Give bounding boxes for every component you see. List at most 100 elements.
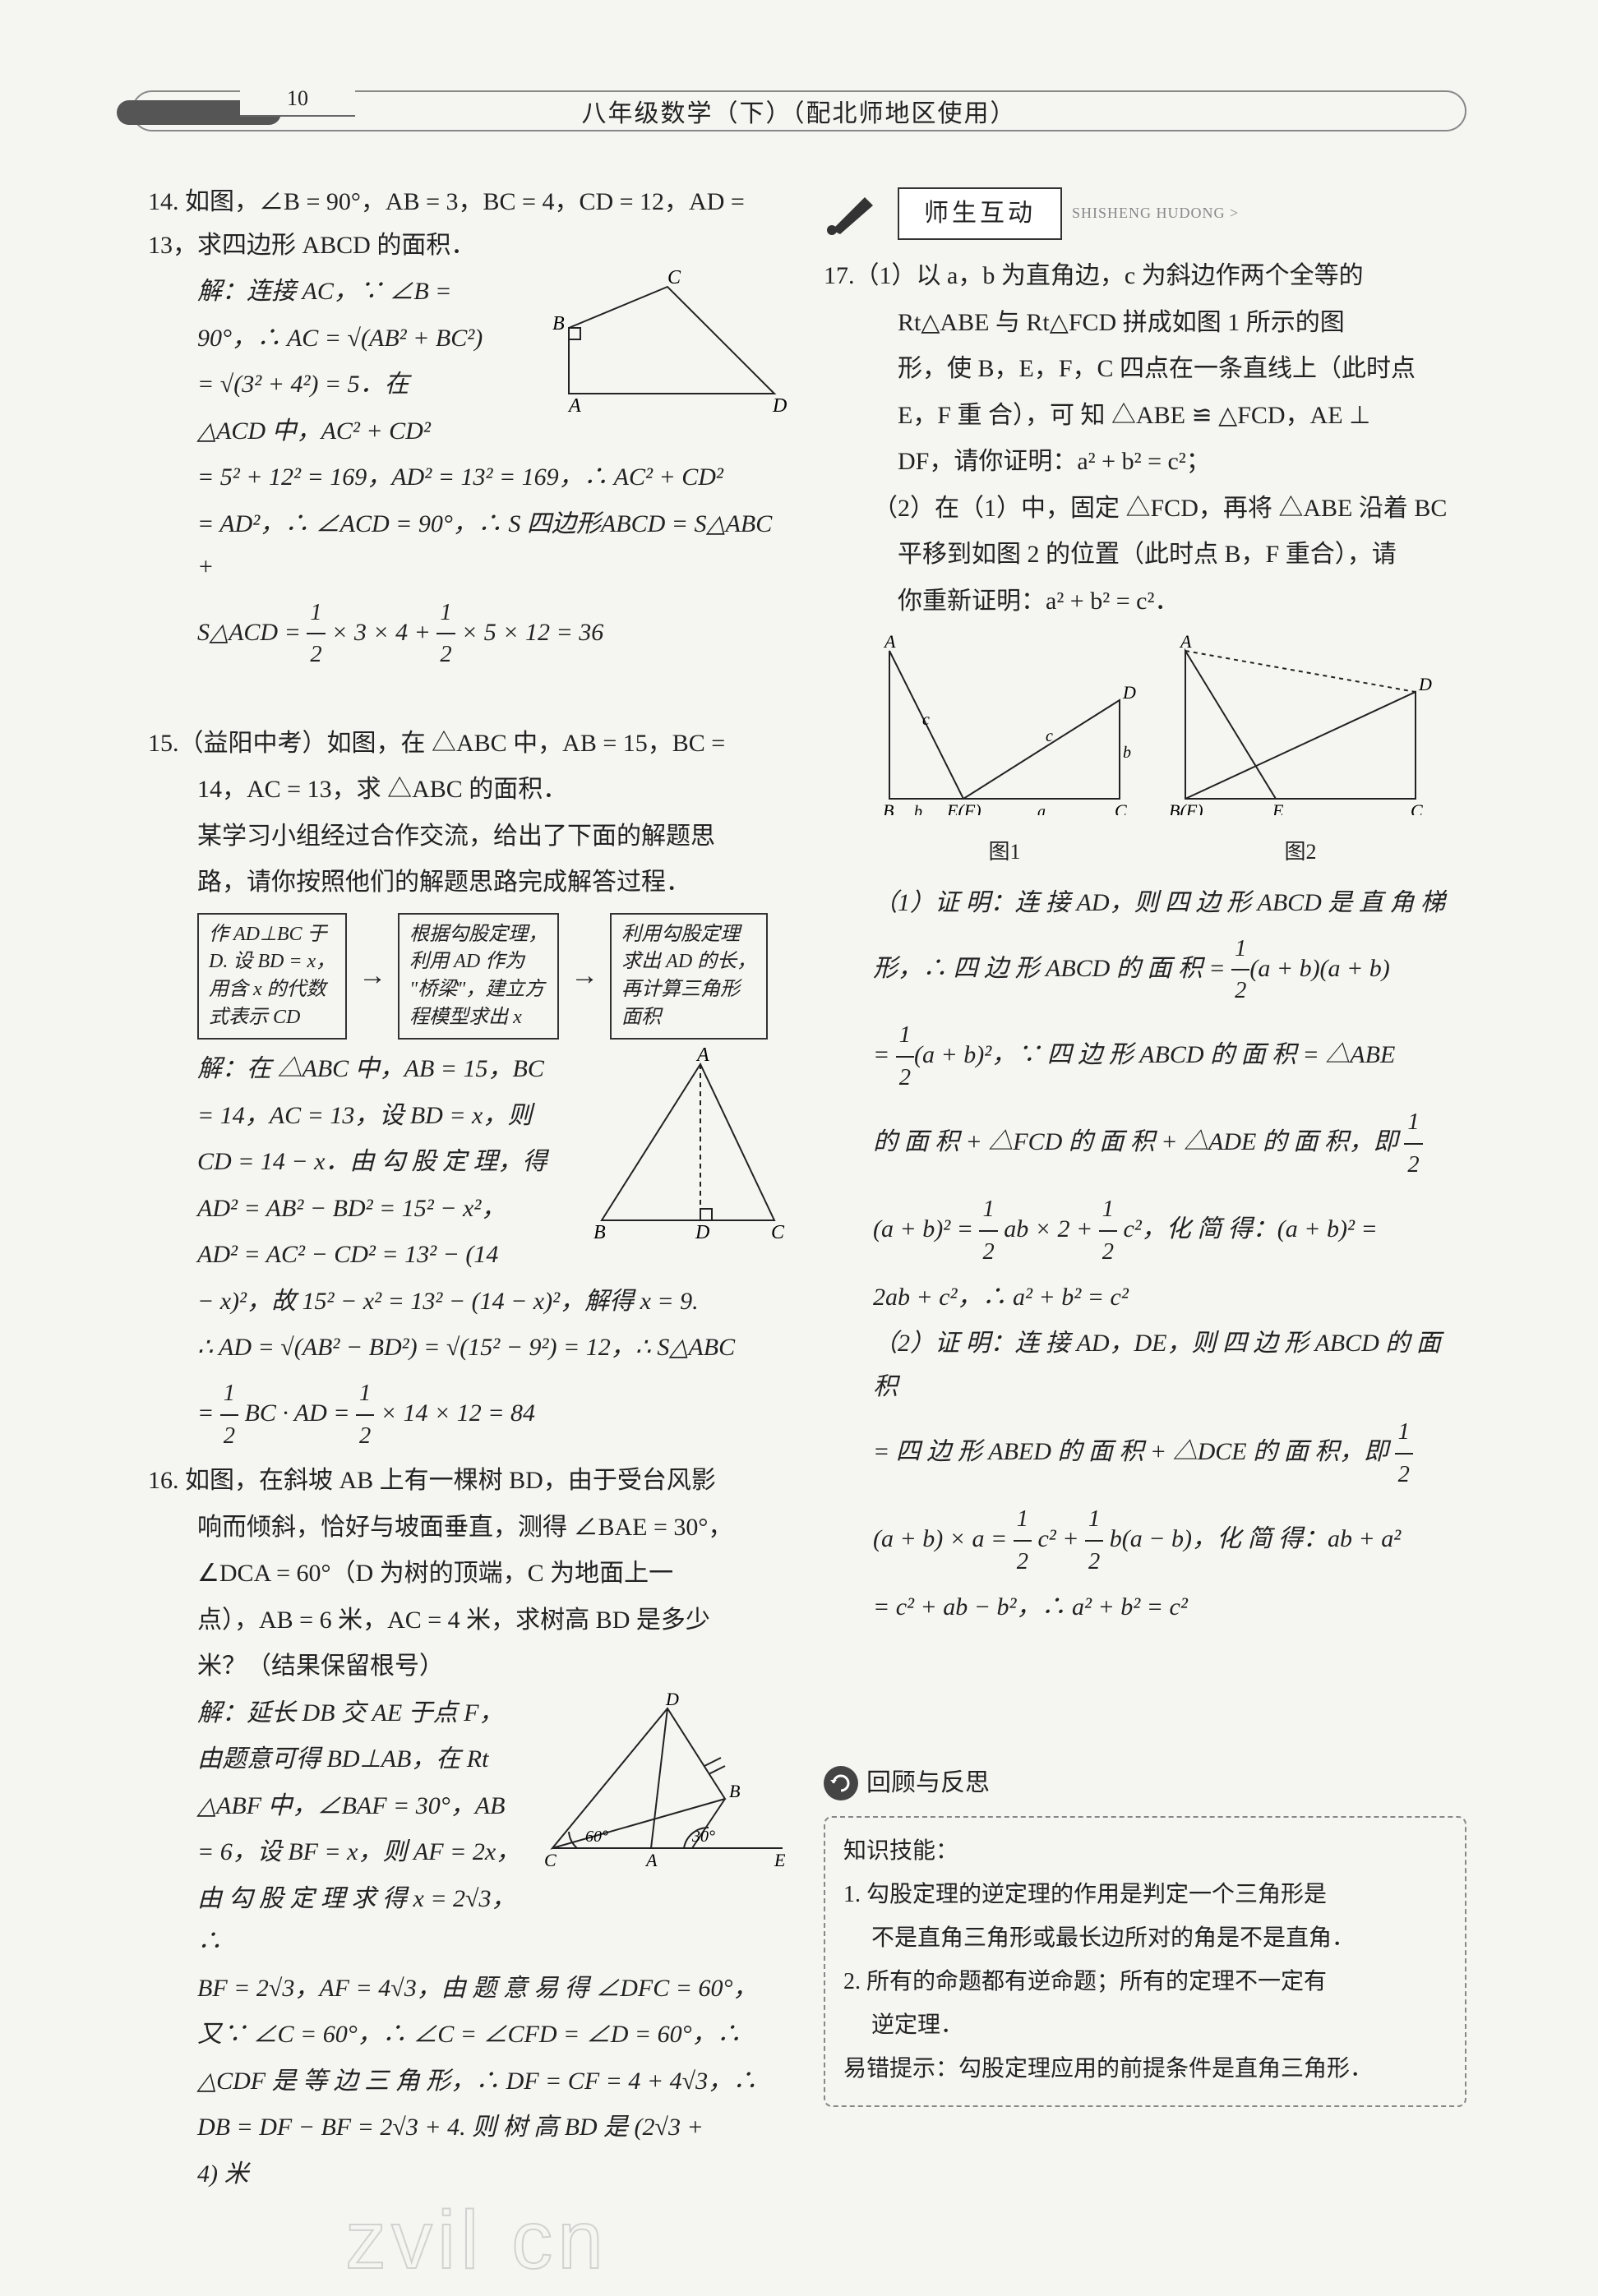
header-title: 八年级数学（下）（配北师地区使用） — [582, 93, 1017, 129]
q17-p1: Rt△ABE 与 Rt△FCD 拼成如图 1 所示的图 — [824, 302, 1466, 345]
q17-sol-line: 的 面 积 + △FCD 的 面 积 + △ADE 的 面 积，即 12 — [873, 1102, 1466, 1186]
svg-text:A: A — [695, 1048, 709, 1066]
q17-p1: DF，请你证明：a² + b² = c²； — [824, 440, 1466, 484]
svg-text:D: D — [772, 395, 787, 417]
q17-p1: 17.（1）以 a，b 为直角边，c 为斜边作两个全等的 — [824, 255, 1466, 298]
right-column: 师生互动 SHISHENG HUDONG > 17.（1）以 a，b 为直角边，… — [824, 181, 1466, 2247]
q15-sol-line: = 12 BC · AD = 12 × 14 × 12 = 84 — [197, 1373, 791, 1457]
q14-sol-line: 解：连接 AC，∵ ∠B = — [197, 270, 536, 314]
q16-sol-line: 由 勾 股 定 理 求 得 x = 2√3，∴ — [197, 1878, 536, 1964]
arrow-icon: → — [358, 952, 386, 1001]
q14-sol-line: = √(3² + 4²) = 5．在 — [197, 363, 536, 407]
pen-icon — [824, 189, 889, 238]
q14-sol-line: = AD²，∴ ∠ACD = 90°，∴ S 四边形ABCD = S△ABC + — [197, 503, 791, 589]
svg-text:D: D — [665, 1692, 679, 1709]
svg-text:B: B — [552, 313, 565, 334]
review-badge-icon — [824, 1766, 858, 1800]
review-heading: 知识技能： — [843, 1831, 1447, 1871]
q16-sol-line: 解：延长 DB 交 AE 于点 F， — [197, 1692, 536, 1736]
content-area: 14. 如图，∠B = 90°，AB = 3，BC = 4，CD = 12，AD… — [148, 181, 1466, 2247]
svg-text:C: C — [1411, 800, 1423, 815]
section-sub: SHISHENG HUDONG > — [1072, 201, 1239, 227]
section-bar: 师生互动 SHISHENG HUDONG > — [824, 189, 1466, 238]
q16-stem: 16. 如图，在斜坡 AB 上有一棵树 BD，由于受台风影 — [148, 1459, 791, 1503]
svg-text:E: E — [774, 1850, 786, 1870]
q15-sol-line: 解：在 △ABC 中，AB = 15，BC — [197, 1048, 569, 1091]
q14-sol-line: 90°，∴ AC = √(AB² + BC²) — [197, 317, 536, 361]
page-header: 10 八年级数学（下）（配北师地区使用） — [132, 90, 1466, 131]
svg-text:C: C — [771, 1222, 785, 1243]
q14-sol-line: = 5² + 12² = 169，AD² = 13² = 169，∴ AC² +… — [197, 456, 791, 500]
review-box: 知识技能： 1. 勾股定理的逆定理的作用是判定一个三角形是 不是直角三角形或最长… — [824, 1816, 1466, 2107]
q16-figure: A B C D E 60° 30° — [544, 1692, 791, 1873]
q17-sol-line: = 12(a + b)²，∵ 四 边 形 ABCD 的 面 积 = △ABE — [873, 1015, 1466, 1099]
q16-sol-line: DB = DF − BF = 2√3 + 4. 则 树 高 BD 是 (2√3 … — [197, 2106, 791, 2150]
svg-text:D: D — [695, 1222, 709, 1243]
svg-text:b: b — [914, 803, 922, 815]
svg-text:E: E — [1272, 800, 1284, 815]
svg-text:A: A — [1179, 634, 1192, 652]
svg-text:D: D — [1122, 682, 1136, 703]
fig1-caption: 图1 — [873, 833, 1136, 871]
svg-text:C: C — [667, 270, 681, 288]
q15-stem: 15.（益阳中考）如图，在 △ABC 中，AB = 15，BC = — [148, 722, 791, 766]
q17-sol-line: （1）证 明：连 接 AD，则 四 边 形 ABCD 是 直 角 梯 — [873, 882, 1466, 925]
q15-sol-line: AD² = AB² − BD² = 15² − x²， — [197, 1187, 569, 1231]
q15-sol-line: = 14，AC = 13，设 BD = x，则 — [197, 1095, 569, 1138]
q17-sol-line: 形，∴ 四 边 形 ABCD 的 面 积 = 12(a + b)(a + b) — [873, 929, 1466, 1012]
flow-box-2: 根据勾股定理， 利用 AD 作为 "桥梁"，建立方 程模型求出 x — [398, 913, 559, 1040]
q15-sol-line: AD² = AC² − CD² = 13² − (14 — [197, 1233, 569, 1277]
q17-figure-1: A B C D E(F) b a b c c 图1 — [873, 634, 1136, 870]
q16-stem: 点），AB = 6 米，AC = 4 米，求树高 BD 是多少 — [148, 1599, 791, 1643]
q15-stem: 某学习小组经过合作交流，给出了下面的解题思 — [148, 815, 791, 859]
svg-text:B: B — [883, 800, 894, 815]
fig2-caption: 图2 — [1169, 833, 1432, 871]
q17-sol-line: (a + b)² = 12 ab × 2 + 12 c²，化 简 得：(a + … — [873, 1189, 1466, 1273]
page-number: 10 — [240, 84, 355, 117]
q17-p2: 你重新证明：a² + b² = c²． — [824, 580, 1466, 624]
left-column: 14. 如图，∠B = 90°，AB = 3，BC = 4，CD = 12，AD… — [148, 181, 791, 2247]
q14-stem: 14. 如图，∠B = 90°，AB = 3，BC = 4，CD = 12，AD… — [148, 181, 791, 267]
q14-sol-line: △ACD 中，AC² + CD² — [197, 410, 536, 454]
review-line: 2. 所有的命题都有逆命题；所有的定理不一定有 — [843, 1962, 1447, 2002]
svg-text:60°: 60° — [585, 1828, 608, 1846]
q17-sol-line: = 四 边 形 ABED 的 面 积 + △DCE 的 面 积，即 12 — [873, 1412, 1466, 1496]
svg-text:A: A — [883, 634, 896, 652]
svg-text:C: C — [544, 1850, 557, 1870]
svg-text:A: A — [567, 395, 581, 417]
svg-text:c: c — [922, 711, 930, 729]
q17-sol-line: (a + b) × a = 12 c² + 12 b(a − b)，化 简 得：… — [873, 1499, 1466, 1583]
review-line: 易错提示：勾股定理应用的前提条件是直角三角形． — [843, 2049, 1447, 2089]
section-label: 师生互动 — [898, 187, 1062, 241]
svg-text:c: c — [1046, 727, 1053, 745]
review-header: 回顾与反思 — [824, 1762, 1466, 1805]
svg-text:a: a — [1037, 803, 1046, 815]
svg-text:C: C — [1115, 800, 1127, 815]
q16-sol-line: 4) 米 — [197, 2153, 791, 2197]
q16-stem: 米？（结果保留根号） — [148, 1645, 791, 1689]
q15-sol-line: − x)²，故 15² − x² = 13² − (14 − x)²，解得 x … — [197, 1280, 791, 1324]
q17-p1: E，F 重 合），可 知 △ABE ≌ △FCD，AE ⊥ — [824, 394, 1466, 438]
svg-text:B: B — [729, 1781, 740, 1801]
q15-stem: 路，请你按照他们的解题思路完成解答过程． — [148, 861, 791, 905]
q16-sol-line: = 6，设 BF = x，则 AF = 2x， — [197, 1831, 536, 1874]
q16-sol-line: 又∵ ∠C = 60°，∴ ∠C = ∠CFD = ∠D = 60°，∴ — [197, 2013, 791, 2057]
q17-p2: （2）在（1）中，固定 △FCD，再将 △ABE 沿着 BC — [824, 487, 1466, 531]
svg-text:B(F): B(F) — [1169, 800, 1203, 815]
q14-sol-line: S△ACD = 12 × 3 × 4 + 12 × 5 × 12 = 36 — [197, 592, 791, 676]
svg-text:A: A — [644, 1850, 658, 1870]
q16-sol-line: △ABF 中，∠BAF = 30°，AB — [197, 1785, 536, 1828]
q14-figure: A B C D — [544, 270, 791, 426]
q17-figure-2: A B(F) C D E 图2 — [1169, 634, 1432, 870]
svg-text:D: D — [1418, 674, 1432, 694]
flow-box-3: 利用勾股定理 求出 AD 的长， 再计算三角形 面积 — [610, 913, 768, 1040]
q15-flow: 作 AD⊥BC 于 D. 设 BD = x， 用含 x 的代数 式表示 CD →… — [197, 913, 791, 1040]
q16-sol-line: △CDF 是 等 边 三 角 形，∴ DF = CF = 4 + 4√3，∴ — [197, 2060, 791, 2104]
review-line: 不是直角三角形或最长边所对的角是不是直角． — [843, 1918, 1447, 1958]
q15-sol-line: ∴ AD = √(AB² − BD²) = √(15² − 9²) = 12，∴… — [197, 1326, 791, 1370]
watermark: zvil cn — [345, 2193, 608, 2288]
q15-figure: A B C D — [577, 1048, 791, 1245]
q17-sol-line: 2ab + c²，∴ a² + b² = c² — [873, 1276, 1466, 1320]
arrow-icon: → — [570, 952, 598, 1001]
review-line: 逆定理． — [843, 2005, 1447, 2045]
